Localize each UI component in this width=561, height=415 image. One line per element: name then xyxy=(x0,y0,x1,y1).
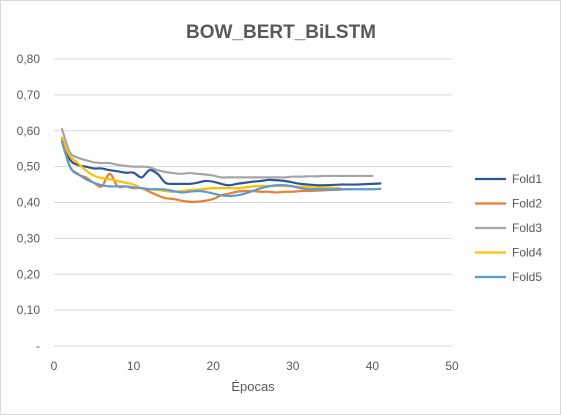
y-tick-label: 0,20 xyxy=(17,267,41,281)
x-tick-label: 50 xyxy=(445,359,459,373)
series-line-fold3 xyxy=(60,127,374,179)
x-tick-label: 30 xyxy=(286,359,300,373)
x-axis-ticks: 0 10 20 30 40 50 xyxy=(51,359,459,373)
series-lines xyxy=(60,127,382,204)
legend-label-fold4: Fold4 xyxy=(512,246,542,260)
legend-label-fold1: Fold1 xyxy=(512,172,542,186)
y-tick-label: - xyxy=(36,339,40,353)
legend-label-fold3: Fold3 xyxy=(512,221,542,235)
legend-label-fold5: Fold5 xyxy=(512,270,542,284)
x-tick-label: 10 xyxy=(127,359,141,373)
grid-lines xyxy=(54,58,452,347)
y-tick-label: 0,30 xyxy=(17,231,41,245)
x-axis-title: Épocas xyxy=(231,379,275,394)
y-axis-ticks: - 0,10 0,20 0,30 0,40 0,50 0,60 0,70 0,80 xyxy=(17,52,41,353)
series-line-fold1 xyxy=(60,136,382,187)
x-tick-label: 40 xyxy=(366,359,380,373)
y-tick-label: 0,70 xyxy=(17,88,41,102)
x-tick-label: 20 xyxy=(207,359,221,373)
y-tick-label: 0,50 xyxy=(17,160,41,174)
y-tick-label: 0,80 xyxy=(17,52,41,66)
y-tick-label: 0,40 xyxy=(17,196,41,210)
legend-label-fold2: Fold2 xyxy=(512,197,542,211)
chart-title: BOW_BERT_BiLSTM xyxy=(186,22,376,43)
x-tick-label: 0 xyxy=(51,359,58,373)
legend: Fold1 Fold2 Fold3 Fold4 Fold5 xyxy=(475,172,542,284)
series-line-fold2 xyxy=(60,138,350,204)
y-tick-label: 0,10 xyxy=(17,303,41,317)
series-line-fold5 xyxy=(60,140,382,198)
y-tick-label: 0,60 xyxy=(17,124,41,138)
